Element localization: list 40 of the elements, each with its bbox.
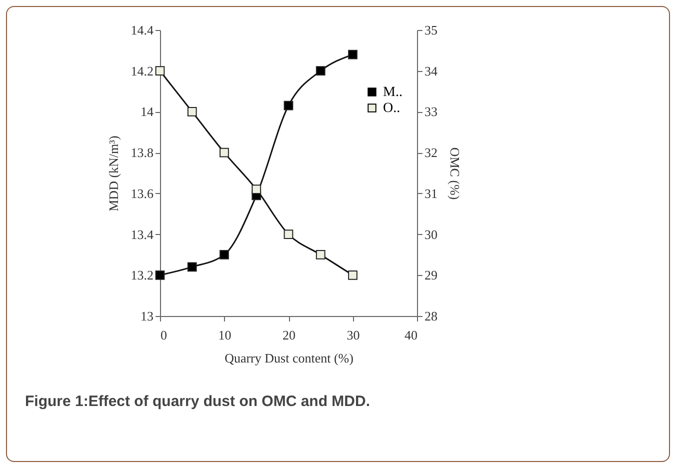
y2-axis-title: OMC (%) xyxy=(448,147,462,200)
x-axis-title: Quarry Dust content (%) xyxy=(224,350,354,366)
y-tick-label: 13.8 xyxy=(130,145,154,160)
y-tick-label: 14 xyxy=(140,104,154,120)
point xyxy=(155,66,165,76)
x-tick-label: 10 xyxy=(218,328,232,342)
point xyxy=(187,262,197,272)
y-tick-label: 13.4 xyxy=(130,226,154,242)
y2-tick-label: 34 xyxy=(424,63,438,78)
y2-tick-label: 30 xyxy=(424,226,438,242)
legend-label: O.. xyxy=(383,101,400,116)
x-tick-label: 40 xyxy=(404,328,418,342)
y2-tick-label: 33 xyxy=(424,104,438,120)
point xyxy=(284,230,294,239)
point xyxy=(348,50,358,60)
x-tick-label: 20 xyxy=(282,328,296,342)
point xyxy=(220,148,229,158)
legend-label: M.. xyxy=(383,85,402,100)
y2-tick-label: 31 xyxy=(424,186,438,201)
y-axis-title: MDD (kN/m³) xyxy=(106,136,121,212)
y-tick-label: 13.6 xyxy=(130,186,154,201)
y-tick-label: 13.2 xyxy=(130,268,154,283)
y-tick-label: 14.4 xyxy=(130,22,154,38)
point xyxy=(316,66,326,76)
y-tick-label: 14.2 xyxy=(130,63,154,78)
point xyxy=(220,250,229,260)
point xyxy=(284,100,294,110)
point xyxy=(316,250,326,260)
y2-tick-label: 29 xyxy=(424,268,438,283)
caption: Figure 1:Effect of quarry dust on OMC and MDD. xyxy=(25,393,370,410)
point xyxy=(348,270,358,280)
point xyxy=(155,270,165,280)
x-tick-label: 0 xyxy=(160,328,167,342)
y-tick-label: 13 xyxy=(140,308,154,324)
y2-tick-label: 35 xyxy=(424,22,438,38)
y2-tick-label: 28 xyxy=(424,308,438,324)
y2-tick-label: 32 xyxy=(424,145,438,160)
x-tick-label: 30 xyxy=(346,328,360,342)
point xyxy=(187,107,197,116)
point xyxy=(252,184,262,194)
